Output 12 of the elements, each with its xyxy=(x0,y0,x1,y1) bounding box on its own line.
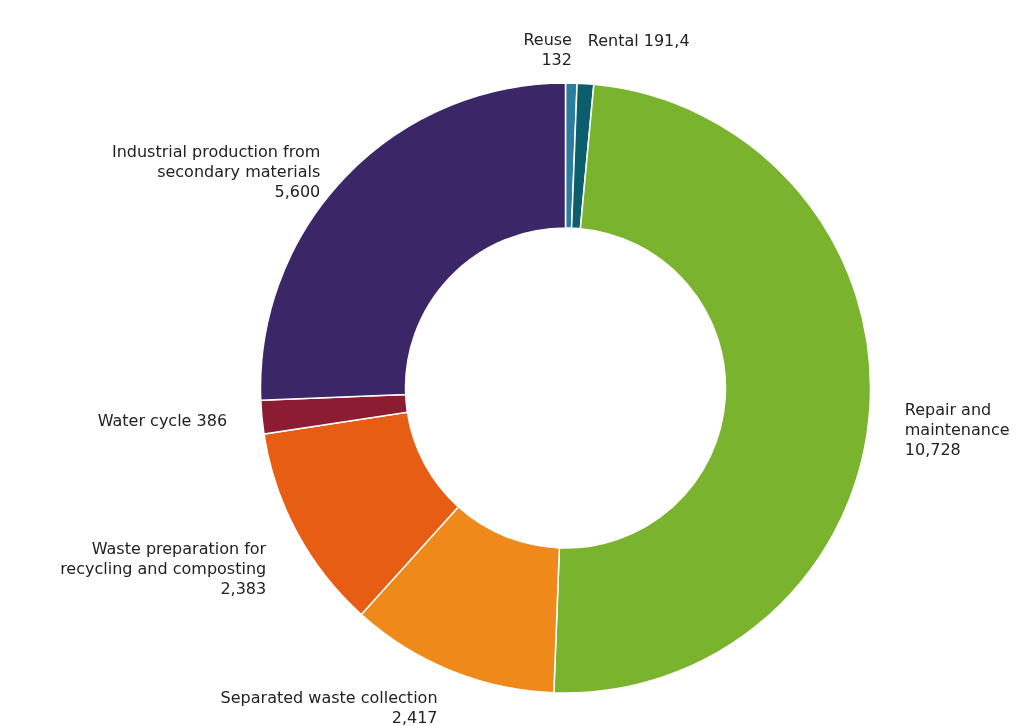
slice-label: Reuse xyxy=(523,30,572,50)
data-label: 132 xyxy=(541,50,572,70)
data-label: 10,728 xyxy=(904,440,961,460)
slice-label: Industrial production from secondary materials xyxy=(111,142,321,182)
data-label: 2,383 xyxy=(220,579,267,599)
slice-label: Rental 191,4 xyxy=(587,30,690,50)
data-label: 5,600 xyxy=(274,182,321,202)
slice-label: Water cycle 386 xyxy=(97,410,228,430)
data-label: 2,417 xyxy=(391,708,438,726)
slice-label: Waste preparation for recycling and composting xyxy=(60,539,267,579)
slice-label: Repair and maintenance xyxy=(904,400,1010,440)
slice-label: Separated waste collection xyxy=(220,688,438,707)
